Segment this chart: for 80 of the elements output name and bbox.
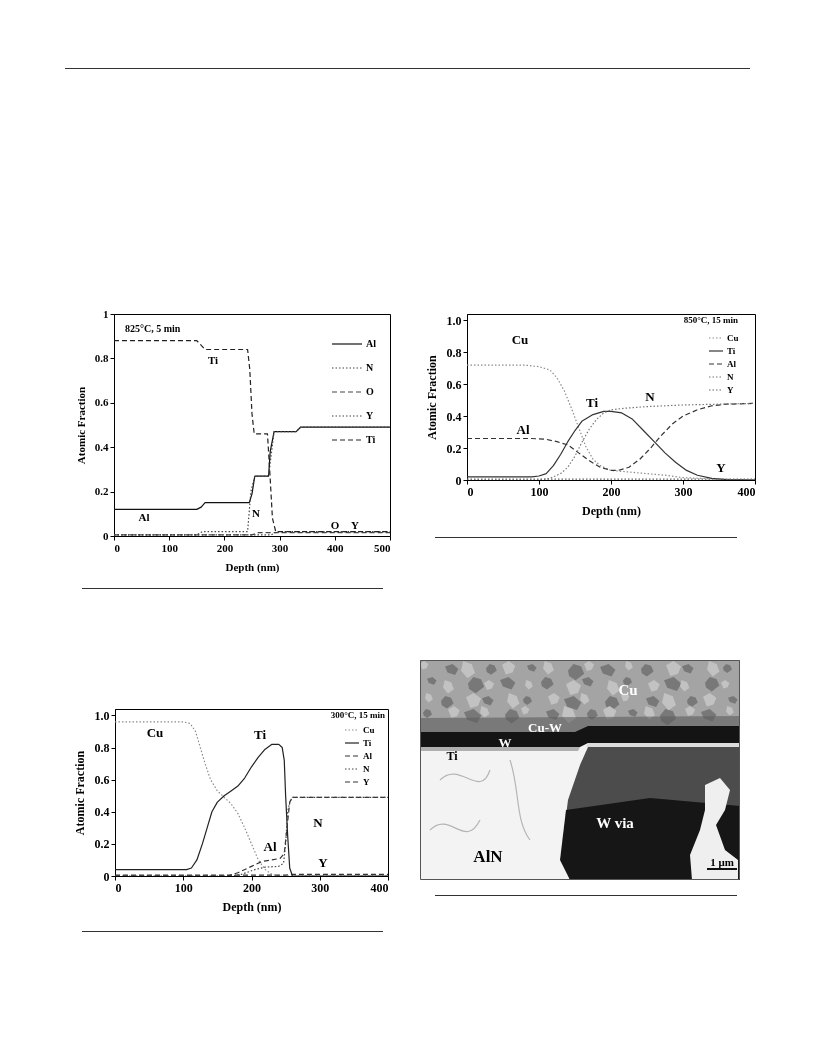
annotation: Cu: [146, 725, 164, 740]
x-tick-label: 300: [271, 541, 289, 554]
annotation: Al: [516, 422, 530, 437]
legend-label: Al: [727, 359, 737, 369]
x-tick-label: 100: [161, 541, 179, 554]
y-tick-label: 0.2: [94, 485, 109, 498]
y-tick-label: 1.0: [94, 708, 110, 723]
annotation: Y: [318, 855, 329, 870]
x-tick-label: 200: [216, 541, 234, 554]
x-tick-label: 500: [374, 541, 391, 554]
y-tick-label: 0.4: [94, 440, 109, 453]
legend-label: N: [727, 372, 734, 382]
legend-label: Ti: [366, 434, 376, 445]
legend-label: Al: [366, 338, 377, 349]
annotation: Y: [716, 460, 727, 475]
y-tick-label: 0.6: [94, 396, 109, 409]
y-tick-label: 1.0: [446, 313, 462, 328]
text: Ti: [446, 749, 458, 763]
x-tick-label: 100: [174, 880, 193, 895]
y-tick-label: 1: [103, 307, 109, 320]
legend-label: N: [366, 362, 374, 373]
y-axis-title: Atomic Fraction: [424, 355, 439, 440]
text: Cu: [618, 681, 638, 698]
x-axis-title: Depth (nm): [225, 560, 280, 574]
x-tick-label: 200: [243, 880, 261, 895]
x-tick-label: 400: [737, 484, 756, 499]
y-tick-label: 0.8: [94, 741, 110, 756]
annotation: Al: [138, 511, 150, 523]
y-tick-label: 0.6: [94, 773, 110, 788]
x-tick-label: 0: [115, 880, 122, 895]
text: W: [498, 734, 512, 750]
x-tick-label: 400: [327, 541, 345, 554]
legend-label: Y: [366, 410, 374, 421]
x-tick-label: 100: [530, 484, 549, 499]
chart-title: 300°C, 15 min: [330, 710, 385, 720]
y-tick-label: 0.4: [94, 805, 110, 820]
annotation: Cu: [511, 332, 529, 347]
y-axis-title: Atomic Fraction: [74, 386, 87, 465]
y-tick-label: 0: [103, 869, 110, 884]
legend-label: O: [366, 386, 374, 397]
y-tick-label: 0: [455, 473, 462, 488]
chart-title: 850°C, 15 min: [683, 315, 738, 325]
y-tick-label: 0.8: [94, 351, 109, 364]
x-tick-label: 400: [370, 880, 389, 895]
text: AlN: [473, 846, 503, 866]
y-tick-label: 0.2: [446, 441, 462, 456]
annotation: N: [252, 507, 261, 519]
annotation: Y: [351, 519, 360, 531]
x-axis-title: Depth (nm): [582, 503, 641, 518]
legend-label: Al: [363, 751, 373, 761]
annotation: Ti: [253, 727, 267, 742]
text: W via: [596, 814, 634, 831]
annotation: O: [330, 519, 340, 531]
y-tick-label: 0.8: [446, 345, 462, 360]
legend-label: N: [363, 764, 370, 774]
x-axis-title: Depth (nm): [222, 899, 282, 914]
text: 1 μm: [710, 855, 734, 868]
text: 825°C, 5 min: [125, 323, 181, 334]
y-tick-label: 0.4: [446, 409, 462, 424]
annotation: Ti: [207, 354, 219, 366]
y-axis-title: Atomic Fraction: [72, 750, 87, 836]
annotation: Ti: [585, 395, 599, 410]
annotation: N: [313, 815, 324, 830]
legend-label: Ti: [727, 346, 736, 356]
x-tick-label: 200: [602, 484, 621, 499]
y-tick-label: 0.6: [446, 377, 462, 392]
legend-label: Y: [363, 777, 370, 787]
x-tick-label: 300: [674, 484, 693, 499]
legend-label: Y: [727, 385, 734, 395]
y-tick-label: 0.2: [94, 837, 110, 852]
text: Cu-W: [528, 719, 562, 735]
annotation: Al: [263, 839, 277, 854]
legend-label: Ti: [363, 738, 372, 748]
legend-label: Cu: [363, 725, 375, 735]
x-tick-label: 300: [311, 880, 330, 895]
annotation: N: [645, 389, 656, 404]
y-tick-label: 0: [103, 529, 109, 542]
legend-label: Cu: [727, 333, 739, 343]
x-tick-label: 0: [467, 484, 474, 499]
x-tick-label: 0: [114, 541, 121, 554]
